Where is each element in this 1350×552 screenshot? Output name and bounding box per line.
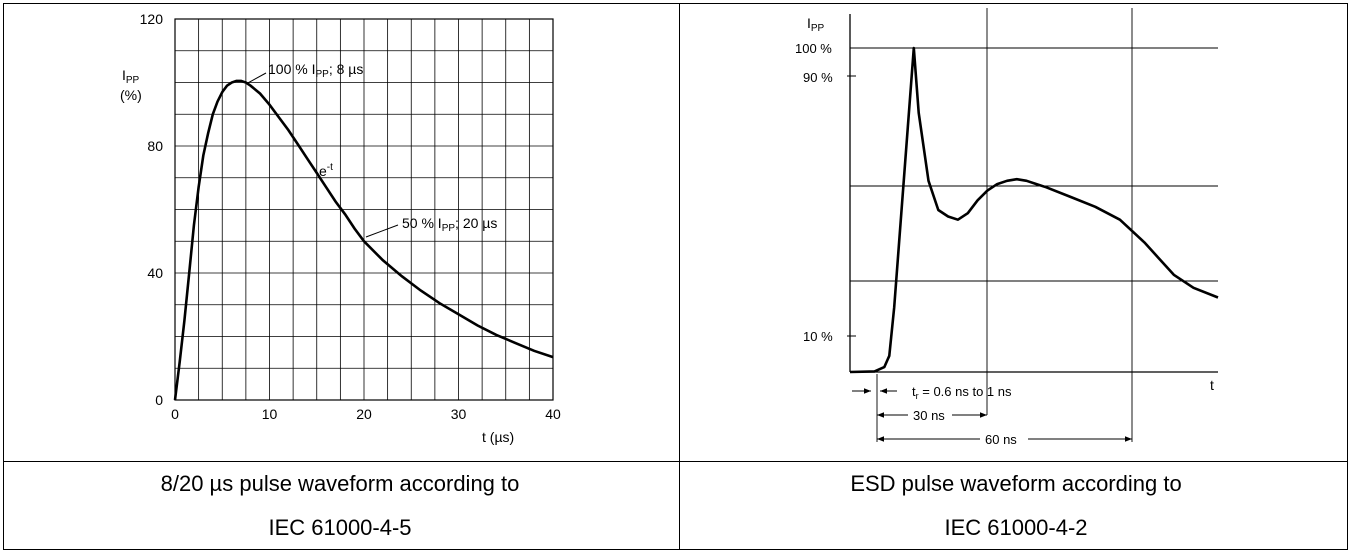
caption-right-line1: ESD pulse waveform according to — [850, 471, 1182, 496]
left-xtick-label: 10 — [262, 406, 278, 422]
left-ylabel-unit: (%) — [120, 87, 142, 103]
left-half-leader — [365, 224, 399, 238]
left-annotation-exp: e-t — [319, 162, 333, 179]
chart-esd: IPP 100 % 90 % 10 % t tr = 0.6 ns to 1 n… — [795, 8, 1219, 447]
caption-left-line1: 8/20 µs pulse waveform according to — [160, 471, 520, 496]
figure-table: 8/20 µs pulse waveform according to IEC … — [3, 3, 1348, 550]
caption-right: ESD pulse waveform according to IEC 6100… — [680, 462, 1350, 550]
left-annotation-peak: 100 % IPP; 8 µs — [268, 61, 363, 80]
left-y-ticks: 0 40 80 120 — [140, 11, 164, 408]
caption-left-line2: IEC 61000-4-5 — [268, 515, 412, 540]
column-divider — [679, 4, 680, 549]
caption-left: 8/20 µs pulse waveform according to IEC … — [4, 462, 676, 550]
right-annotation-60ns: 60 ns — [985, 432, 1017, 447]
left-x-ticks: 0 10 20 30 40 — [171, 406, 561, 422]
left-xlabel: t (µs) — [482, 429, 514, 445]
left-peak-leader — [245, 72, 267, 85]
left-ytick-label: 120 — [140, 11, 164, 27]
left-ytick-label: 0 — [155, 392, 163, 408]
right-xlabel: t — [1210, 377, 1214, 393]
right-annotation-30ns: 30 ns — [913, 408, 945, 423]
row-divider — [4, 461, 1347, 462]
right-ytick-100: 100 % — [795, 41, 832, 56]
left-xtick-label: 0 — [171, 406, 179, 422]
left-grid — [175, 19, 553, 400]
caption-right-line2: IEC 61000-4-2 — [944, 515, 1088, 540]
right-ytick-10: 10 % — [803, 329, 833, 344]
left-annotation-half: 50 % IPP; 20 µs — [402, 215, 497, 234]
right-ytick-90: 90 % — [803, 70, 833, 85]
right-ylabel: IPP — [807, 15, 825, 34]
right-annotation-rise: tr = 0.6 ns to 1 ns — [912, 384, 1012, 401]
left-plot-frame — [174, 18, 554, 401]
left-series-line — [173, 79, 554, 401]
left-xtick-label: 40 — [545, 406, 561, 422]
right-series-line — [849, 46, 1219, 374]
left-xtick-label: 30 — [451, 406, 467, 422]
left-xtick-label: 20 — [356, 406, 372, 422]
left-ylabel: IPP — [122, 67, 140, 86]
left-ytick-label: 80 — [147, 138, 163, 154]
left-ytick-label: 40 — [147, 265, 163, 281]
chart-8-20: 0 40 80 120 0 10 20 30 40 IPP (%) t (µs) 100 % … — [120, 11, 561, 445]
